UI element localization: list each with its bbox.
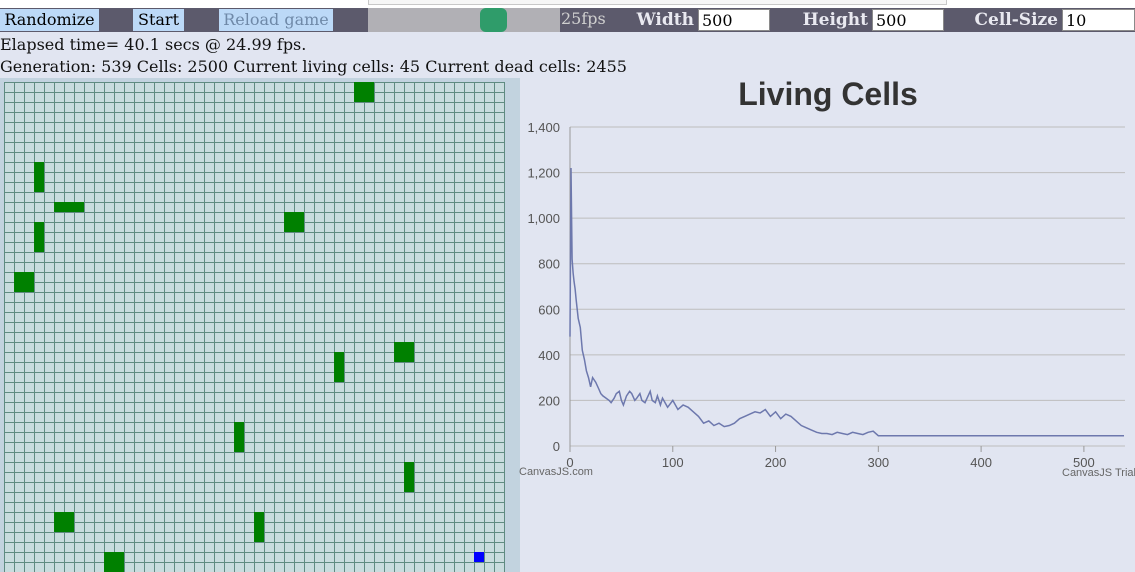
living-cell[interactable] xyxy=(54,202,64,212)
living-cell[interactable] xyxy=(64,202,74,212)
elapsed-time-text: Elapsed time= 40.1 secs @ 24.99 fps. xyxy=(0,35,307,54)
living-cell[interactable] xyxy=(114,552,124,562)
living-cell[interactable] xyxy=(404,462,414,472)
x-tick-label: 500 xyxy=(1073,455,1095,470)
y-tick-label: 1,200 xyxy=(527,166,560,181)
living-cell[interactable] xyxy=(34,232,44,242)
living-cell[interactable] xyxy=(404,352,414,362)
x-tick-label: 0 xyxy=(566,455,573,470)
generation-stats-text: Generation: 539 Cells: 2500 Current livi… xyxy=(0,57,627,76)
living-cell[interactable] xyxy=(394,352,404,362)
living-cell[interactable] xyxy=(234,432,244,442)
y-tick-label: 400 xyxy=(538,348,560,363)
living-cell[interactable] xyxy=(34,222,44,232)
living-cell[interactable] xyxy=(24,272,34,282)
living-cell[interactable] xyxy=(284,212,294,222)
living-cell[interactable] xyxy=(14,282,24,292)
living-cell[interactable] xyxy=(284,222,294,232)
living-cell[interactable] xyxy=(54,512,64,522)
living-cell[interactable] xyxy=(364,82,374,92)
y-tick-label: 800 xyxy=(538,257,560,272)
y-tick-label: 1,000 xyxy=(527,211,560,226)
height-label: Height xyxy=(802,10,868,30)
start-button[interactable]: Start xyxy=(133,9,184,31)
game-board-frame xyxy=(0,78,520,572)
living-cell[interactable] xyxy=(54,522,64,532)
living-cell[interactable] xyxy=(254,522,264,532)
living-cell[interactable] xyxy=(34,162,44,172)
height-input[interactable] xyxy=(872,9,944,31)
living-cell[interactable] xyxy=(294,222,304,232)
living-cell[interactable] xyxy=(334,372,344,382)
living-cell[interactable] xyxy=(254,512,264,522)
living-cell[interactable] xyxy=(64,512,74,522)
width-label: Width xyxy=(636,10,694,30)
x-tick-label: 200 xyxy=(765,455,787,470)
cell-size-input[interactable] xyxy=(1062,9,1135,31)
living-cell[interactable] xyxy=(294,212,304,222)
chart-title: Living Cells xyxy=(738,76,918,112)
game-board[interactable] xyxy=(4,82,505,572)
cell-size-label: Cell-Size xyxy=(974,10,1058,30)
living-cell[interactable] xyxy=(114,562,124,572)
living-cell[interactable] xyxy=(354,92,364,102)
living-cell[interactable] xyxy=(74,202,84,212)
living-cell[interactable] xyxy=(104,562,114,572)
living-cell[interactable] xyxy=(234,422,244,432)
living-cells-line xyxy=(569,167,1124,437)
living-cell[interactable] xyxy=(354,82,364,92)
living-cell[interactable] xyxy=(404,342,414,352)
living-cell[interactable] xyxy=(14,272,24,282)
living-cell[interactable] xyxy=(234,442,244,452)
y-tick-label: 0 xyxy=(553,439,560,454)
cursor-cell[interactable] xyxy=(474,552,484,562)
living-cell[interactable] xyxy=(104,552,114,562)
top-strip xyxy=(0,0,1135,8)
living-cell[interactable] xyxy=(404,472,414,482)
y-tick-label: 600 xyxy=(538,302,560,317)
toolbar: Randomize Start Reload game 25fps Width … xyxy=(0,8,1135,32)
x-tick-label: 400 xyxy=(970,455,992,470)
living-cells-chart: Living Cells 0 200 400 600 800 1,000 1,200 1,400… xyxy=(519,76,1135,479)
living-cell[interactable] xyxy=(34,242,44,252)
fps-label: 25fps xyxy=(561,9,606,28)
living-cell[interactable] xyxy=(64,522,74,532)
living-cell[interactable] xyxy=(394,342,404,352)
top-strip-tab xyxy=(368,0,947,5)
randomize-button[interactable]: Randomize xyxy=(0,9,99,31)
living-cell[interactable] xyxy=(24,282,34,292)
y-tick-label: 200 xyxy=(538,393,560,408)
y-tick-label: 1,400 xyxy=(527,120,560,135)
living-cell[interactable] xyxy=(34,172,44,182)
width-input[interactable] xyxy=(698,9,770,31)
living-cell[interactable] xyxy=(404,482,414,492)
fps-slider-thumb[interactable] xyxy=(480,8,508,32)
living-cell[interactable] xyxy=(34,182,44,192)
living-cell[interactable] xyxy=(254,532,264,542)
living-cell[interactable] xyxy=(364,92,374,102)
chart-credit-left: CanvasJS.com xyxy=(519,466,593,478)
x-tick-label: 100 xyxy=(662,455,684,470)
reload-game-button[interactable]: Reload game xyxy=(219,9,333,31)
chart-credit-right: CanvasJS Trial xyxy=(1062,467,1135,479)
x-tick-label: 300 xyxy=(867,455,889,470)
fps-slider-track[interactable] xyxy=(368,8,560,32)
living-cell[interactable] xyxy=(334,362,344,372)
living-cell[interactable] xyxy=(334,352,344,362)
